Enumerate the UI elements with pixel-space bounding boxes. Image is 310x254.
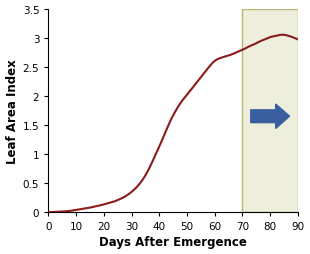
X-axis label: Days After Emergence: Days After Emergence (99, 235, 247, 248)
Y-axis label: Leaf Area Index: Leaf Area Index (6, 59, 19, 163)
Bar (242, 9, 298, 212)
FancyArrow shape (251, 105, 290, 129)
